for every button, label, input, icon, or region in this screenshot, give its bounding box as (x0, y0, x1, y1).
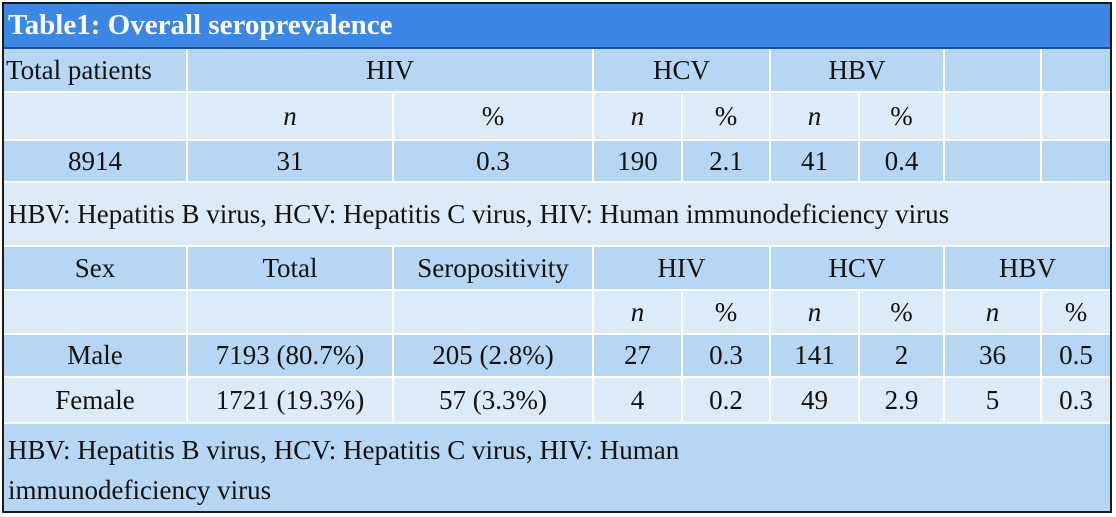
title-row: Table1: Overall seroprevalence (4, 4, 1110, 49)
header-hbv: HBV (944, 246, 1110, 291)
hiv-pct-label: % (393, 92, 594, 141)
hiv-n-value: 4 (593, 377, 683, 424)
hcv-pct-value: 2.9 (859, 377, 945, 424)
header-hbv: HBV (770, 48, 945, 93)
header-total-patients: Total patients (4, 48, 188, 93)
table2-footnote-text: HBV: Hepatitis B virus, HCV: Hepatitis C… (8, 435, 680, 505)
table2-subheader-row: n % n % n % (4, 290, 1110, 335)
empty-cell (944, 92, 1042, 141)
header-hcv: HCV (770, 246, 945, 291)
table1-footnote: HBV: Hepatitis B virus, HCV: Hepatitis C… (4, 182, 1110, 247)
hiv-n-value: 27 (593, 334, 683, 378)
table-row: Male 7193 (80.7%) 205 (2.8%) 27 0.3 141 … (4, 334, 1110, 378)
hcv-pct-value: 2.1 (682, 140, 771, 183)
seropositivity-value: 205 (2.8%) (393, 334, 594, 378)
empty-cell (944, 140, 1042, 183)
hcv-pct-label: % (859, 290, 945, 335)
empty-cell (1041, 92, 1110, 141)
hcv-n-label: n (770, 290, 860, 335)
table1-header-row: Total patients HIV HCV HBV (4, 48, 1110, 93)
hbv-pct-value: 0.4 (859, 140, 945, 183)
hcv-n-label: n (593, 92, 683, 141)
hiv-pct-value: 0.2 (682, 377, 771, 424)
empty-cell (944, 48, 1042, 93)
seroprevalence-table: Table1: Overall seroprevalence Total pat… (4, 4, 1110, 511)
hiv-n-label: n (593, 290, 683, 335)
empty-cell (393, 290, 594, 335)
header-hiv: HIV (593, 246, 771, 291)
table1-note-row: HBV: Hepatitis B virus, HCV: Hepatitis C… (4, 182, 1110, 247)
hbv-pct-value: 0.5 (1041, 334, 1110, 378)
header-sex: Sex (4, 246, 188, 291)
hbv-n-label: n (770, 92, 860, 141)
total-value: 7193 (80.7%) (187, 334, 394, 378)
hcv-n-value: 190 (593, 140, 683, 183)
hcv-pct-label: % (682, 92, 771, 141)
table1-subheader-row: n % n % n % (4, 92, 1110, 141)
hbv-n-value: 36 (944, 334, 1042, 378)
header-hiv: HIV (187, 48, 594, 93)
header-seropositivity: Seropositivity (393, 246, 594, 291)
empty-cell (4, 290, 188, 335)
total-patients-value: 8914 (4, 140, 188, 183)
hiv-pct-label: % (682, 290, 771, 335)
hbv-n-label: n (944, 290, 1042, 335)
hcv-n-value: 49 (770, 377, 860, 424)
table2-header-row: Sex Total Seropositivity HIV HCV HBV (4, 246, 1110, 291)
hcv-n-value: 141 (770, 334, 860, 378)
hbv-pct-value: 0.3 (1041, 377, 1110, 424)
table-row: Female 1721 (19.3%) 57 (3.3%) 4 0.2 49 2… (4, 377, 1110, 424)
total-value: 1721 (19.3%) (187, 377, 394, 424)
seropositivity-value: 57 (3.3%) (393, 377, 594, 424)
empty-cell (1041, 48, 1110, 93)
table2-footnote: HBV: Hepatitis B virus, HCV: Hepatitis C… (4, 423, 1110, 511)
empty-cell (4, 92, 188, 141)
table2-note-row: HBV: Hepatitis B virus, HCV: Hepatitis C… (4, 423, 1110, 511)
hiv-pct-value: 0.3 (682, 334, 771, 378)
hiv-n-label: n (187, 92, 394, 141)
sex-value: Female (4, 377, 188, 424)
hbv-n-value: 41 (770, 140, 860, 183)
hbv-pct-label: % (859, 92, 945, 141)
table1-data-row: 8914 31 0.3 190 2.1 41 0.4 (4, 140, 1110, 183)
empty-cell (1041, 140, 1110, 183)
table-title: Table1: Overall seroprevalence (4, 4, 1110, 49)
hiv-pct-value: 0.3 (393, 140, 594, 183)
hiv-n-value: 31 (187, 140, 394, 183)
header-total: Total (187, 246, 394, 291)
empty-cell (187, 290, 394, 335)
header-hcv: HCV (593, 48, 771, 93)
sex-value: Male (4, 334, 188, 378)
hbv-pct-label: % (1041, 290, 1110, 335)
hbv-n-value: 5 (944, 377, 1042, 424)
hcv-pct-value: 2 (859, 334, 945, 378)
